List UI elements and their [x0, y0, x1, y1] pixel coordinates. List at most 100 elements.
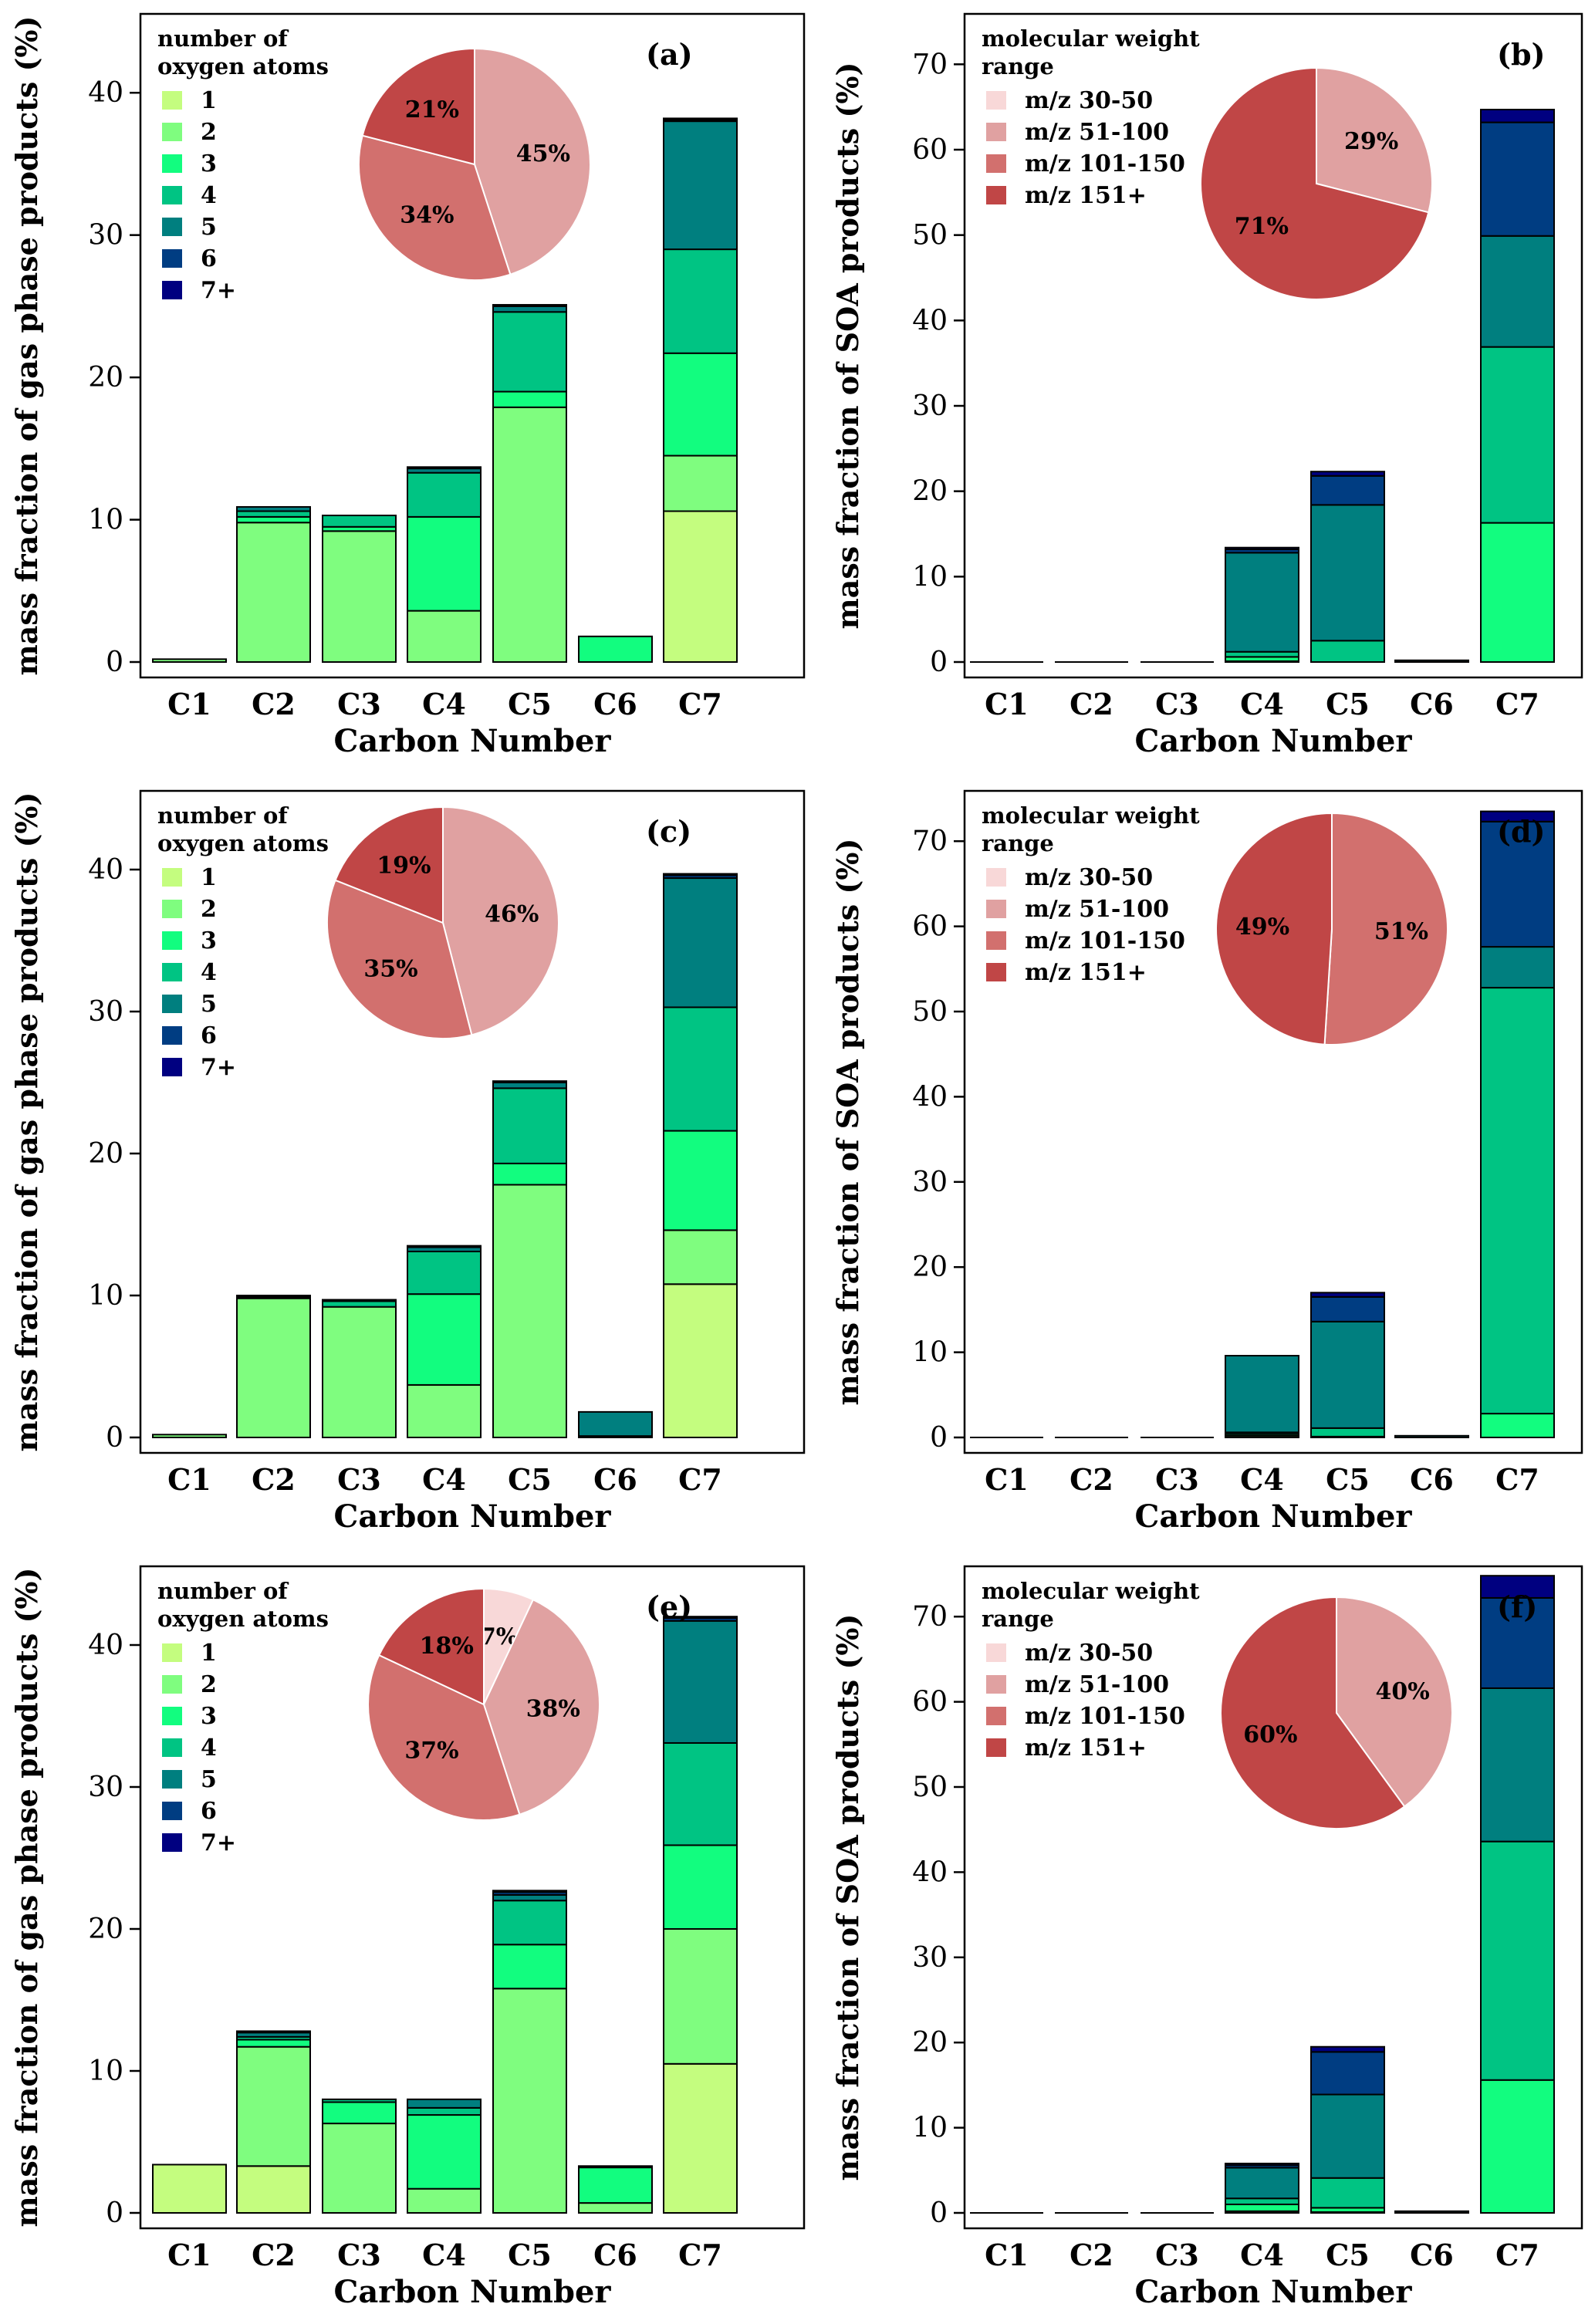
y-tick-label: 10 [88, 1280, 123, 1312]
legend-swatch [162, 1026, 182, 1045]
bar-segment-C3-2 [322, 530, 397, 663]
x-axis-label: Carbon Number [334, 1498, 612, 1535]
legend-swatch [162, 868, 182, 887]
bar-segment-C7-4 [1480, 987, 1555, 1415]
bar-segment-C7-5 [663, 120, 738, 251]
legend-label: m/z 151+ [1025, 959, 1147, 986]
legend-label: 2 [201, 119, 217, 146]
plot-frame [963, 789, 1583, 1454]
bar-segment-C4-6 [407, 1245, 482, 1248]
bar-segment-C5-7+ [492, 1890, 567, 1893]
bar-segment-C5-4 [492, 1900, 567, 1946]
pie-slice-m/z 151+ [1215, 812, 1333, 1045]
pie-value-label: 71% [1235, 213, 1289, 240]
bar-segment-C7-4 [663, 1741, 738, 1846]
bar-segment-C4-3 [1225, 2203, 1299, 2212]
bar-segment-C7-3 [1480, 1413, 1555, 1439]
bar-segment-C4-6 [407, 466, 482, 470]
bar-segment-C5-4 [492, 311, 567, 393]
y-tick-label: 50 [912, 996, 948, 1028]
bar-segment-C7-1 [663, 2062, 738, 2214]
legend-swatch [986, 1738, 1006, 1757]
y-axis-label: mass fraction of SOA products (%) [830, 839, 865, 1406]
bar-segment-C3-4 [322, 515, 397, 528]
bar-segment-C5-3 [492, 390, 567, 408]
pie-value-label: 21% [405, 96, 459, 123]
y-tick-label: 20 [912, 476, 948, 508]
panel-label: (f) [1497, 1589, 1537, 1624]
bar-segment-C5-5 [1310, 504, 1385, 642]
y-tick-label: 10 [912, 561, 948, 593]
y-tick-label: 30 [912, 1942, 948, 1974]
legend-swatch [162, 1707, 182, 1725]
plot-frame [139, 12, 806, 679]
legend-title: oxygen atoms [157, 830, 329, 856]
legend-swatch [986, 1643, 1006, 1662]
legend-swatch [986, 186, 1006, 204]
bar-segment-C5-7+ [1310, 471, 1385, 477]
x-tick-label: C3 [1155, 2238, 1199, 2272]
panel-d: 0 10 20 30 40 50 60 70 C1 C2 C3 C4 C5 C6 C7 Carbon Numb… [830, 789, 1583, 1535]
y-tick-label: 20 [88, 362, 123, 394]
y-tick-label: 40 [88, 854, 123, 886]
legend-label: 1 [201, 864, 217, 891]
bar-segment-C7-2 [663, 1229, 738, 1285]
bar-segment-C7-4 [1480, 346, 1555, 524]
legend-swatch [162, 1643, 182, 1662]
legend-swatch [162, 900, 182, 918]
legend-label: 2 [201, 1671, 217, 1698]
legend-swatch [162, 1058, 182, 1076]
legend-swatch [162, 963, 182, 981]
y-tick-label: 0 [106, 647, 123, 678]
y-tick-label: 60 [912, 1687, 948, 1718]
y-tick-label: 30 [88, 1772, 123, 1803]
x-tick-label: C3 [1155, 1462, 1199, 1497]
legend-label: 5 [201, 991, 217, 1018]
pie-value-label: 37% [404, 1738, 458, 1765]
legend-label: 1 [201, 1640, 217, 1667]
legend-label: 7+ [201, 1054, 236, 1081]
pie-slice-m/z 51-100 [1336, 1596, 1453, 1808]
legend-label: m/z 30-50 [1025, 1640, 1153, 1667]
bar-segment-C3-4 [322, 2098, 397, 2103]
y-tick-label: 0 [930, 2197, 948, 2229]
x-tick-label: C2 [252, 687, 296, 721]
legend-label: m/z 101-150 [1025, 150, 1185, 177]
bar-segment-C4-2 [407, 1383, 482, 1439]
x-axis-label: Carbon Number [334, 723, 612, 759]
bar-segment-C5-4 [1310, 1427, 1385, 1437]
y-tick-label: 0 [106, 2197, 123, 2229]
pie-slice-m/z 151+ [361, 47, 475, 166]
legend-label: m/z 101-150 [1025, 927, 1185, 954]
y-axis-label: mass fraction of gas phase products (%) [9, 792, 44, 1451]
y-tick-label: 40 [912, 1856, 948, 1888]
panel-label: (c) [646, 814, 691, 849]
bar-segment-C7-1 [663, 510, 738, 663]
x-tick-label: C3 [1155, 687, 1199, 721]
bar-segment-C5-5 [492, 1893, 567, 1902]
x-axis-label: Carbon Number [334, 2274, 612, 2310]
y-tick-label: 20 [912, 2027, 948, 2059]
legend-title: range [982, 53, 1054, 79]
bar-segment-C7-7+ [1480, 810, 1555, 823]
x-tick-label: C4 [422, 2238, 466, 2272]
x-tick-label: C3 [337, 1462, 381, 1497]
legend-title: oxygen atoms [157, 53, 329, 79]
bar-segment-C7-3 [663, 352, 738, 457]
y-tick-label: 10 [88, 2055, 123, 2087]
legend-swatch [162, 123, 182, 141]
bar-segment-C5-7+ [1310, 2045, 1385, 2053]
pie-slice-m/z 101-150 [326, 879, 473, 1039]
bar-segment-C5-3 [492, 1944, 567, 1990]
bar-segment-C5-3 [492, 1162, 567, 1186]
pie-value-label: 29% [1344, 128, 1398, 155]
x-tick-label: C1 [167, 687, 211, 721]
bar-segment-C2-6 [236, 2030, 311, 2034]
bar-segment-C5-6 [1310, 475, 1385, 506]
bar-segment-C3-5 [322, 1299, 397, 1302]
bar-segment-C5-4 [1310, 2177, 1385, 2209]
x-tick-label: C1 [985, 687, 1029, 721]
bar-segment-C7-7+ [1480, 1575, 1555, 1599]
bar-segment-C3-3 [322, 2101, 397, 2125]
legend-title: oxygen atoms [157, 1606, 329, 1632]
